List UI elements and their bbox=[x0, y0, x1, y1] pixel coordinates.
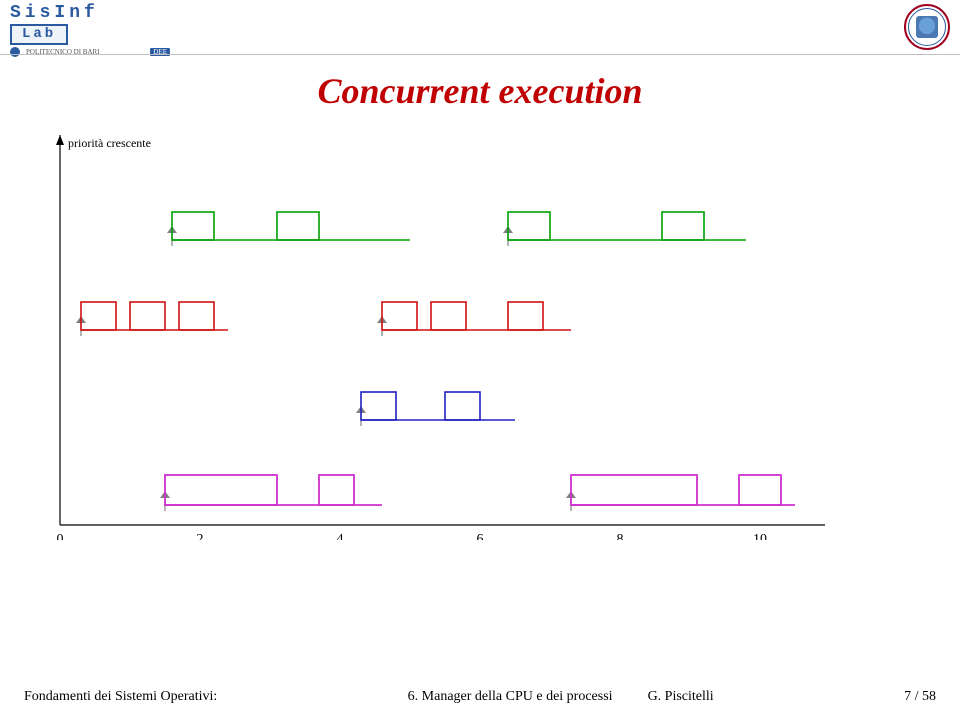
logo-title: SisInf bbox=[10, 4, 170, 22]
slide-footer: Fondamenti dei Sistemi Operativi: 6. Man… bbox=[0, 689, 960, 705]
svg-text:8: 8 bbox=[617, 532, 624, 540]
slide-header: SisInf Lab POLITECNICO DI BARI DEE bbox=[0, 0, 960, 54]
logo-right bbox=[904, 4, 950, 50]
crest-center-icon bbox=[916, 16, 938, 38]
footer-page: 7 / 58 bbox=[904, 689, 936, 705]
footer-center: 6. Manager della CPU e dei processi G. P… bbox=[217, 689, 904, 705]
svg-text:6: 6 bbox=[477, 532, 484, 540]
svg-text:priorità crescente: priorità crescente bbox=[68, 136, 151, 150]
footer-author: G. Piscitelli bbox=[648, 689, 714, 704]
page-title: Concurrent execution bbox=[0, 70, 960, 112]
footer-left: Fondamenti dei Sistemi Operativi: bbox=[24, 689, 217, 705]
timeline-svg: priorità crescente 0 2 4 6 8 10 bbox=[50, 130, 830, 540]
header-divider bbox=[0, 54, 960, 55]
timeline-chart: priorità crescente 0 2 4 6 8 10 bbox=[50, 130, 830, 540]
crest-icon bbox=[10, 47, 20, 57]
logo-footer-row: POLITECNICO DI BARI DEE bbox=[10, 47, 170, 57]
svg-text:10: 10 bbox=[753, 532, 767, 540]
svg-text:4: 4 bbox=[337, 532, 344, 540]
svg-text:2: 2 bbox=[197, 532, 204, 540]
footer-chapter: 6. Manager della CPU e dei processi bbox=[408, 689, 613, 704]
logo-sub: Lab bbox=[10, 24, 68, 45]
logo-left: SisInf Lab POLITECNICO DI BARI DEE bbox=[10, 4, 170, 57]
svg-text:0: 0 bbox=[57, 532, 64, 540]
